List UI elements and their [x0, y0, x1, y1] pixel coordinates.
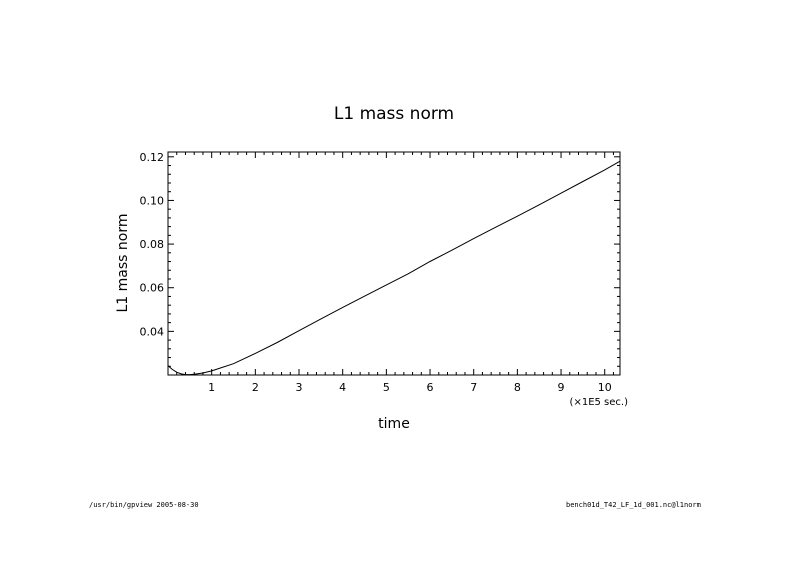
x-tick-label: 7: [470, 381, 477, 394]
y-tick-label: 0.08: [140, 238, 165, 251]
y-tick-label: 0.06: [140, 282, 165, 295]
x-tick-label: 10: [598, 381, 612, 394]
footer-right: bench01d_T42_LF_1d_001.nc@l1norm: [566, 501, 701, 509]
plot-frame: [167, 151, 621, 376]
chart-title: L1 mass norm: [334, 104, 454, 124]
y-axis-label: L1 mass norm: [115, 214, 131, 313]
y-tick-label: 0.12: [140, 151, 165, 164]
x-tick-label: 1: [208, 381, 215, 394]
series-line: [167, 160, 621, 376]
y-tick-label: 0.10: [140, 194, 165, 207]
series-layer: [167, 160, 621, 376]
y-tick-label: 0.04: [140, 325, 165, 338]
x-tick-label: 8: [514, 381, 521, 394]
x-tick-label: 6: [427, 381, 434, 394]
x-axis-label: time: [378, 416, 410, 432]
x-unit-label: (×1E5 sec.): [570, 397, 629, 408]
footer-left: /usr/bin/gpview 2005-08-30: [89, 501, 199, 509]
x-tick-label: 5: [383, 381, 390, 394]
x-tick-label: 2: [252, 381, 259, 394]
x-tick-label: 4: [339, 381, 346, 394]
ticks-layer: 1 2 3 4 5 6 7 8 9 10 0.04 0.06 0.08 0.10 0.12: [140, 151, 620, 394]
x-tick-label: 9: [558, 381, 565, 394]
x-tick-label: 3: [296, 381, 303, 394]
